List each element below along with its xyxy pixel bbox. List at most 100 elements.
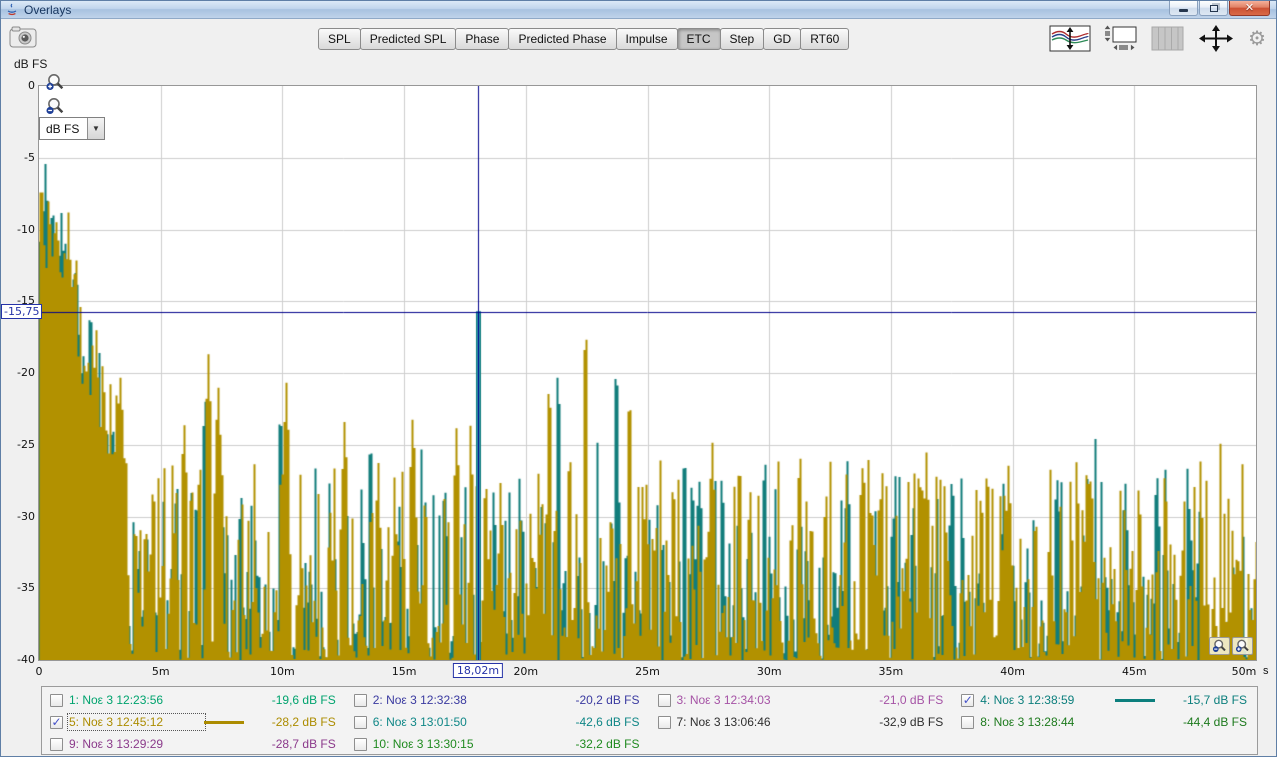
- legend-checkbox-1[interactable]: [50, 694, 63, 707]
- x-tick-label: 25m: [618, 665, 678, 679]
- x-tick-label: 5m: [131, 665, 191, 679]
- legend-checkbox-6[interactable]: [354, 716, 367, 729]
- x-tick-label: 20m: [496, 665, 556, 679]
- legend-item-10: 10: Νοε 3 13:30:15 -32,2 dB FS: [346, 733, 650, 755]
- zoom-in-icon[interactable]: [45, 73, 65, 93]
- legend-value-5: -28,2 dB FS: [256, 715, 336, 729]
- etc-canvas[interactable]: [39, 86, 1256, 660]
- legend-label-3[interactable]: 3: Νοε 3 12:34:03: [677, 693, 812, 707]
- legend-value-10: -32,2 dB FS: [560, 737, 640, 751]
- fit-to-data-icon[interactable]: [1049, 25, 1091, 52]
- camera-capture-icon[interactable]: [9, 25, 37, 49]
- legend-label-4[interactable]: 4: Νοε 3 12:38:59: [980, 693, 1115, 707]
- measurement-legend: 1: Νοε 3 12:23:56 -19,6 dB FS 2: Νοε 3 12:…: [41, 686, 1258, 755]
- legend-item-3: 3: Νοε 3 12:34:03 -21,0 dB FS: [650, 689, 954, 711]
- close-button[interactable]: ✕: [1229, 1, 1270, 16]
- tab-gd[interactable]: GD: [763, 28, 801, 50]
- gear-icon[interactable]: ⚙: [1248, 28, 1266, 48]
- legend-line-swatch-8: [1115, 721, 1155, 724]
- window-title: Overlays: [24, 3, 71, 17]
- legend-value-7: -32,9 dB FS: [863, 715, 943, 729]
- legend-label-10[interactable]: 10: Νοε 3 13:30:15: [373, 737, 508, 751]
- zoom-in-icon[interactable]: [1232, 637, 1253, 655]
- tab-etc[interactable]: ETC: [677, 28, 721, 50]
- y-axis-title: dB FS: [14, 57, 47, 71]
- legend-value-6: -42,6 dB FS: [560, 715, 640, 729]
- x-tick-label: 15m: [374, 665, 434, 679]
- overlays-window: Overlays ✕ SPLPredicted SPLPhasePredicte…: [0, 0, 1277, 757]
- legend-line-swatch-9: [204, 743, 244, 746]
- cursor-y-readout: -15,75: [1, 304, 42, 319]
- legend-label-6[interactable]: 6: Νοε 3 13:01:50: [373, 715, 508, 729]
- legend-label-9[interactable]: 9: Νοε 3 13:29:29: [69, 737, 204, 751]
- legend-checkbox-4[interactable]: ✓: [961, 694, 974, 707]
- legend-line-swatch-2: [508, 699, 548, 702]
- tab-rt60[interactable]: RT60: [800, 28, 849, 50]
- legend-empty-cell: [650, 733, 954, 755]
- tab-phase[interactable]: Phase: [455, 28, 509, 50]
- legend-line-swatch-4: [1115, 699, 1155, 702]
- tab-step[interactable]: Step: [720, 28, 765, 50]
- graph-tab-bar: SPLPredicted SPLPhasePredicted PhaseImpu…: [319, 28, 849, 50]
- java-icon: [5, 3, 19, 17]
- legend-label-2[interactable]: 2: Νοε 3 12:32:38: [373, 693, 508, 707]
- x-tick-label: 45m: [1104, 665, 1164, 679]
- minimize-button[interactable]: [1169, 1, 1198, 16]
- legend-value-2: -20,2 dB FS: [560, 693, 640, 707]
- x-tick-label: 35m: [861, 665, 921, 679]
- legend-checkbox-10[interactable]: [354, 738, 367, 751]
- y-tick-label: -35: [3, 581, 35, 595]
- chevron-down-icon[interactable]: ▼: [87, 118, 104, 139]
- legend-checkbox-7[interactable]: [658, 716, 671, 729]
- grid-icon[interactable]: [1151, 26, 1184, 51]
- legend-item-7: 7: Νοε 3 13:06:46 -32,9 dB FS: [650, 711, 954, 733]
- legend-label-7[interactable]: 7: Νοε 3 13:06:46: [677, 715, 812, 729]
- title-bar[interactable]: Overlays ✕: [1, 1, 1276, 19]
- y-tick-label: -20: [3, 366, 35, 380]
- zoom-out-icon[interactable]: [45, 97, 65, 117]
- legend-item-4: ✓4: Νοε 3 12:38:59-15,7 dB FS: [953, 689, 1257, 711]
- legend-value-1: -19,6 dB FS: [256, 693, 336, 707]
- legend-value-3: -21,0 dB FS: [863, 693, 943, 707]
- legend-item-2: 2: Νοε 3 12:32:38 -20,2 dB FS: [346, 689, 650, 711]
- cursor-x-readout: 18,02m: [453, 663, 503, 678]
- legend-value-8: -44,4 dB FS: [1167, 715, 1247, 729]
- axis-limits-icon[interactable]: [1104, 25, 1138, 52]
- legend-checkbox-3[interactable]: [658, 694, 671, 707]
- zoom-out-icon[interactable]: [1209, 637, 1230, 655]
- legend-checkbox-9[interactable]: [50, 738, 63, 751]
- legend-value-9: -28,7 dB FS: [256, 737, 336, 751]
- x-tick-label: 10m: [252, 665, 312, 679]
- vertical-axis-value: dB FS: [40, 118, 87, 139]
- legend-item-1: 1: Νοε 3 12:23:56 -19,6 dB FS: [42, 689, 346, 711]
- legend-line-swatch-6: [508, 721, 548, 724]
- legend-item-8: 8: Νοε 3 13:28:44 -44,4 dB FS: [953, 711, 1257, 733]
- tab-spl[interactable]: SPL: [318, 28, 361, 50]
- x-tick-label: 40m: [983, 665, 1043, 679]
- y-tick-label: -25: [3, 438, 35, 452]
- y-tick-label: -5: [3, 151, 35, 165]
- legend-label-1[interactable]: 1: Νοε 3 12:23:56: [69, 693, 204, 707]
- legend-item-5: ✓ 5: Νοε 3 12:45:12 -28,2 dB FS: [42, 711, 346, 733]
- y-tick-label: -30: [3, 510, 35, 524]
- tab-predicted-phase[interactable]: Predicted Phase: [508, 28, 616, 50]
- legend-checkbox-5[interactable]: ✓: [50, 716, 63, 729]
- legend-line-swatch-3: [811, 699, 851, 702]
- y-tick-label: -10: [3, 223, 35, 237]
- x-tick-label: 0: [9, 665, 69, 679]
- y-tick-label: 0: [3, 79, 35, 93]
- tab-impulse[interactable]: Impulse: [616, 28, 678, 50]
- legend-line-swatch-1: [204, 699, 244, 702]
- legend-label-8[interactable]: 8: Νοε 3 13:28:44: [980, 715, 1115, 729]
- tab-predicted-spl[interactable]: Predicted SPL: [360, 28, 457, 50]
- legend-item-9: 9: Νοε 3 13:29:29 -28,7 dB FS: [42, 733, 346, 755]
- pan-icon[interactable]: [1197, 25, 1235, 52]
- legend-checkbox-8[interactable]: [961, 716, 974, 729]
- legend-checkbox-2[interactable]: [354, 694, 367, 707]
- legend-label-5[interactable]: 5: Νοε 3 12:45:12: [69, 715, 204, 729]
- vertical-axis-selector[interactable]: dB FS ▼: [39, 117, 105, 140]
- toolbar: SPLPredicted SPLPhasePredicted PhaseImpu…: [1, 20, 1276, 53]
- x-axis-unit: s: [1263, 665, 1269, 677]
- maximize-button[interactable]: [1199, 1, 1228, 16]
- etc-plot-area[interactable]: [39, 86, 1256, 660]
